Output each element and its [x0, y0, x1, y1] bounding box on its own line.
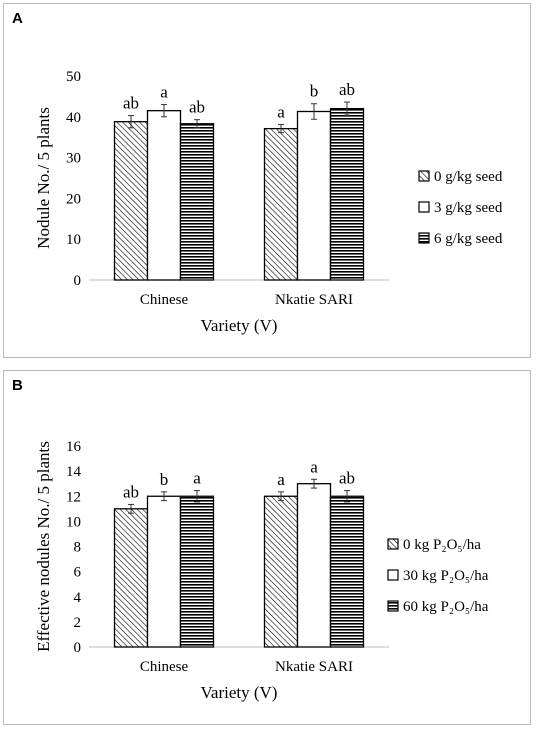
significance-letter: b	[310, 82, 319, 101]
y-tick-label: 50	[66, 69, 81, 85]
significance-letter: ab	[339, 80, 355, 99]
x-axis-title: Variety (V)	[201, 316, 278, 335]
bar	[263, 127, 299, 281]
bar	[146, 110, 182, 281]
y-tick-label: 20	[66, 191, 81, 207]
legend-swatch	[387, 600, 399, 612]
panel-letter: A	[12, 10, 23, 27]
bar	[179, 495, 215, 648]
significance-letter: a	[310, 457, 318, 476]
y-tick-label: 2	[74, 615, 82, 631]
chart-panel-a: A 0 10 20 30 40 50 Chinese ab a ab Nkatie SARI a b ab…	[3, 3, 531, 358]
y-tick-label: 8	[74, 540, 82, 556]
y-tick-label: 10	[66, 232, 81, 248]
y-tick-label: 0	[74, 273, 82, 289]
y-axis-title: Nodule No./ 5 plants	[34, 107, 53, 249]
bar	[179, 123, 215, 281]
legend-label: 6 g/kg seed	[434, 231, 503, 247]
significance-letter: a	[193, 469, 201, 488]
legend-swatch	[418, 201, 430, 213]
effective-nodule-chart: 0 2 4 6 8 10 12 14 16 Chinese ab b a Nkatie SARI a a ab E…	[34, 439, 489, 702]
bar	[329, 107, 365, 281]
bar	[329, 495, 365, 648]
y-tick-label: 12	[66, 489, 81, 505]
significance-letter: ab	[123, 482, 139, 501]
x-tick-label: Nkatie SARI	[275, 659, 353, 675]
y-tick-label: 4	[74, 590, 82, 606]
bar	[296, 110, 332, 281]
significance-letter: b	[160, 470, 169, 489]
y-tick-label: 10	[66, 514, 81, 530]
legend-label: 0 kg P₂O₅/ha	[403, 537, 481, 553]
legend-swatch	[387, 538, 399, 550]
legend-swatch	[418, 232, 430, 244]
x-tick-label: Chinese	[140, 659, 189, 675]
legend-label: 60 kg P₂O₅/ha	[403, 599, 489, 615]
y-tick-label: 6	[74, 565, 82, 581]
y-tick-label: 16	[66, 439, 82, 455]
legend-label: 3 g/kg seed	[434, 200, 503, 216]
significance-letter: ab	[123, 94, 139, 113]
panel-letter: B	[12, 377, 23, 394]
y-axis-title: Effective nodules No./ 5 plants	[34, 441, 53, 652]
significance-letter: a	[277, 103, 285, 122]
y-tick-label: 0	[74, 640, 82, 656]
bar	[263, 495, 299, 648]
chart-panel-b: B 0 2 4 6 8 10 12 14 16 Chinese ab b a Nkatie SARI a a a…	[3, 370, 531, 725]
bar	[296, 483, 332, 648]
significance-letter: ab	[189, 98, 205, 117]
x-tick-label: Nkatie SARI	[275, 292, 353, 308]
x-tick-label: Chinese	[140, 292, 189, 308]
legend-swatch	[418, 170, 430, 182]
legend-swatch	[387, 569, 399, 581]
significance-letter: a	[277, 470, 285, 489]
y-tick-label: 30	[66, 151, 81, 167]
legend-label: 0 g/kg seed	[434, 169, 503, 185]
significance-letter: ab	[339, 469, 355, 488]
bar	[146, 495, 182, 648]
x-axis-title: Variety (V)	[201, 683, 278, 702]
legend-label: 30 kg P₂O₅/ha	[403, 568, 489, 584]
bar	[113, 121, 149, 281]
bar	[113, 508, 149, 648]
significance-letter: a	[160, 83, 168, 102]
y-tick-label: 14	[66, 464, 82, 480]
y-tick-label: 40	[66, 110, 81, 126]
